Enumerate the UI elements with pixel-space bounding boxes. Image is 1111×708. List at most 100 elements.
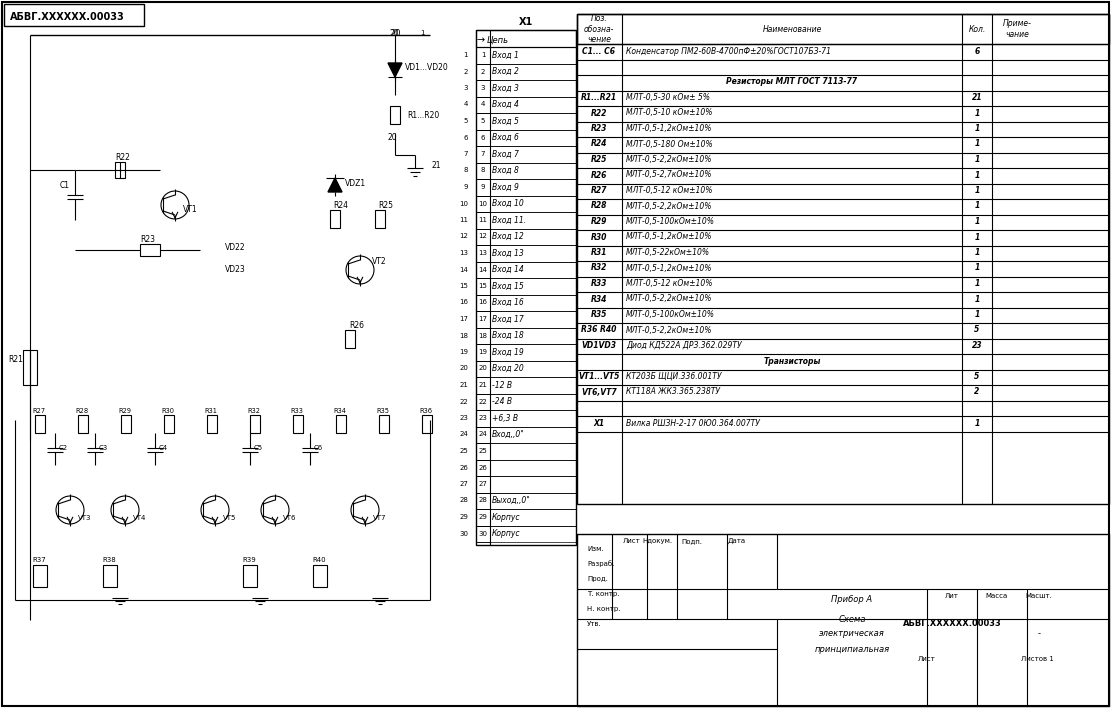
Text: МЛТ-0,5-1,2кОм±10%: МЛТ-0,5-1,2кОм±10% — [625, 124, 712, 133]
Text: 2: 2 — [463, 69, 468, 74]
Text: 6: 6 — [481, 135, 486, 140]
Text: 1: 1 — [463, 52, 468, 58]
Bar — [476, 426, 490, 443]
Text: 8: 8 — [481, 168, 486, 173]
Text: R30: R30 — [161, 408, 174, 414]
Text: X1: X1 — [519, 17, 533, 27]
Text: R40: R40 — [312, 557, 326, 563]
Text: 27: 27 — [459, 481, 468, 487]
Text: R35: R35 — [376, 408, 389, 414]
Text: Транзисторы: Транзисторы — [763, 357, 821, 365]
Text: 24: 24 — [459, 431, 468, 438]
Text: Т. контр.: Т. контр. — [587, 591, 620, 597]
Text: R25: R25 — [591, 155, 608, 164]
Bar — [476, 360, 490, 377]
Text: Прод.: Прод. — [587, 576, 608, 582]
Text: 6: 6 — [463, 135, 468, 140]
Bar — [336, 415, 346, 433]
Text: R22: R22 — [116, 152, 130, 161]
Bar — [476, 130, 490, 146]
Text: Вход 16: Вход 16 — [492, 298, 523, 307]
Bar — [490, 130, 575, 146]
Text: VT1...VT5: VT1...VT5 — [579, 372, 620, 381]
Bar — [490, 80, 575, 96]
Bar — [476, 96, 490, 113]
Text: 1: 1 — [481, 52, 486, 58]
Bar — [577, 14, 1109, 504]
Bar — [476, 64, 490, 80]
Text: 30: 30 — [479, 530, 488, 537]
Text: VT6: VT6 — [283, 515, 297, 521]
Text: 29: 29 — [459, 514, 468, 520]
Bar — [490, 47, 575, 64]
Text: Лист: Лист — [623, 538, 641, 544]
Text: 18: 18 — [479, 333, 488, 338]
Text: Резисторы МЛТ ГОСТ 7113-77: Резисторы МЛТ ГОСТ 7113-77 — [727, 77, 858, 86]
Text: Вход 5: Вход 5 — [492, 117, 519, 125]
Text: R28: R28 — [76, 408, 88, 414]
Bar — [476, 311, 490, 328]
Text: Изм.: Изм. — [587, 546, 603, 552]
Text: 26: 26 — [479, 464, 488, 471]
Text: МЛТ-0,5-100кОм±10%: МЛТ-0,5-100кОм±10% — [625, 217, 715, 226]
Bar — [476, 459, 490, 476]
Bar — [476, 47, 490, 64]
Text: VD23: VD23 — [226, 266, 246, 275]
Bar — [476, 377, 490, 394]
Text: 21: 21 — [459, 382, 468, 388]
Bar — [490, 146, 575, 163]
Text: МЛТ-0,5-2,2кОм±10%: МЛТ-0,5-2,2кОм±10% — [625, 326, 712, 334]
Text: R28: R28 — [591, 202, 608, 210]
Bar — [476, 261, 490, 278]
Text: МЛТ-0,5-12 кОм±10%: МЛТ-0,5-12 кОм±10% — [625, 279, 712, 288]
Text: 21: 21 — [479, 382, 488, 388]
Text: 14: 14 — [459, 266, 468, 273]
Text: 1: 1 — [974, 155, 980, 164]
Text: R24: R24 — [591, 139, 608, 149]
Text: 3: 3 — [463, 85, 468, 91]
Text: Поз.
обозна-
чение: Поз. обозна- чение — [583, 14, 614, 44]
Text: 25: 25 — [459, 448, 468, 454]
Text: 20: 20 — [390, 28, 400, 38]
Text: 16: 16 — [479, 299, 488, 305]
Text: 2: 2 — [974, 387, 980, 396]
Text: Вход 13: Вход 13 — [492, 249, 523, 258]
Text: 20: 20 — [459, 365, 468, 372]
Bar — [490, 113, 575, 130]
Bar — [476, 459, 490, 476]
Bar — [476, 261, 490, 278]
Bar — [476, 360, 490, 377]
Text: C1: C1 — [60, 181, 70, 190]
Bar — [476, 113, 490, 130]
Text: 9: 9 — [463, 184, 468, 190]
Bar — [140, 244, 160, 256]
Text: R29: R29 — [591, 217, 608, 226]
Text: C6: C6 — [314, 445, 323, 451]
Text: Утв.: Утв. — [587, 621, 602, 627]
Text: 2: 2 — [481, 69, 486, 74]
Text: C4: C4 — [159, 445, 168, 451]
Bar — [476, 476, 490, 493]
Text: VD1VD3: VD1VD3 — [581, 341, 617, 350]
Text: МЛТ-0,5-1,2кОм±10%: МЛТ-0,5-1,2кОм±10% — [625, 263, 712, 273]
Text: МЛТ-0,5-1,2кОм±10%: МЛТ-0,5-1,2кОм±10% — [625, 232, 712, 241]
Bar — [376, 210, 386, 228]
Text: 21: 21 — [972, 93, 982, 102]
Bar — [293, 415, 303, 433]
Text: Листов 1: Листов 1 — [1021, 656, 1053, 662]
Text: R39: R39 — [242, 557, 256, 563]
Text: Вход 11.: Вход 11. — [492, 215, 527, 224]
Bar — [23, 350, 37, 385]
Text: Цепь: Цепь — [487, 35, 509, 45]
Text: МЛТ-0,5-30 кОм± 5%: МЛТ-0,5-30 кОм± 5% — [625, 93, 710, 102]
Text: -12 В: -12 В — [492, 380, 512, 389]
Bar — [36, 415, 46, 433]
Text: МЛТ-0,5-100кОм±10%: МЛТ-0,5-100кОм±10% — [625, 310, 715, 319]
Bar — [476, 245, 490, 261]
Bar — [78, 415, 88, 433]
Text: Вход 12: Вход 12 — [492, 232, 523, 241]
Bar — [476, 377, 490, 394]
Text: R23: R23 — [591, 124, 608, 133]
Bar — [490, 426, 575, 443]
Text: 1: 1 — [974, 248, 980, 257]
